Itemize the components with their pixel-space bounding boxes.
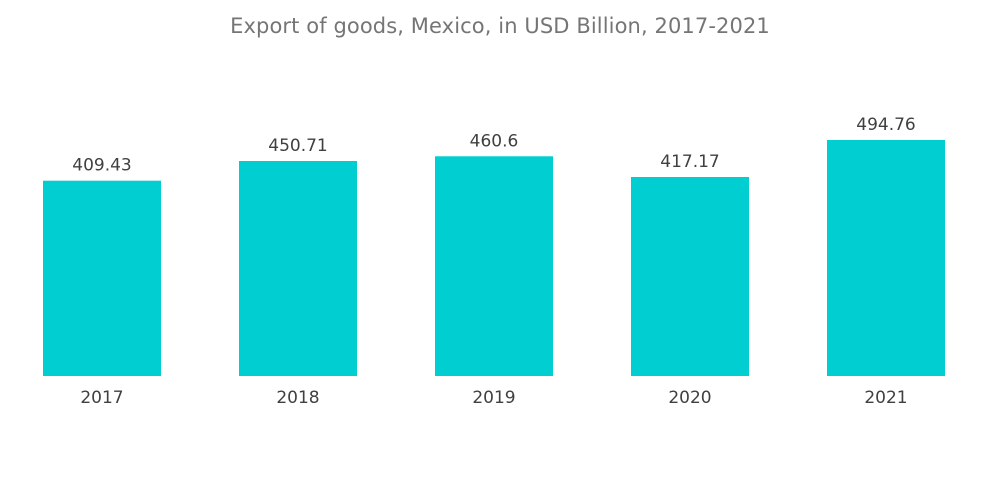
bar-2017 [43, 180, 161, 376]
value-label-2018: 450.71 [268, 136, 327, 156]
bar-2021 [827, 139, 945, 376]
x-tick-2020: 2020 [668, 388, 711, 408]
bars-layer [43, 139, 945, 376]
bar-2020 [631, 177, 749, 376]
value-label-2020: 417.17 [660, 152, 719, 172]
x-tick-2018: 2018 [276, 388, 319, 408]
bar-2019 [435, 156, 553, 376]
value-labels-layer: 409.43 450.71 460.6 417.17 494.76 [72, 115, 915, 176]
value-label-2021: 494.76 [856, 115, 915, 135]
x-axis-tick-labels: 2017 2018 2019 2020 2021 [80, 388, 907, 408]
bar-2018 [239, 161, 357, 376]
x-tick-2017: 2017 [80, 388, 123, 408]
x-tick-2019: 2019 [472, 388, 515, 408]
x-tick-2021: 2021 [864, 388, 907, 408]
chart-title: Export of goods, Mexico, in USD Billion,… [230, 14, 770, 38]
value-label-2017: 409.43 [72, 156, 131, 176]
value-label-2019: 460.6 [470, 131, 519, 151]
